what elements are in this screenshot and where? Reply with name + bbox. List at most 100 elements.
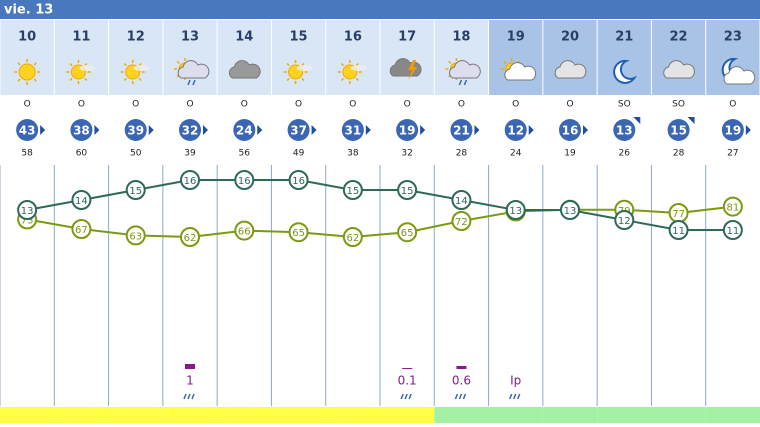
hour-header-bg <box>543 20 597 95</box>
wind-speed: 19 <box>725 124 742 138</box>
wind-speed: 15 <box>670 124 687 138</box>
wind-speed: 19 <box>399 124 416 138</box>
daylight-bar <box>217 407 272 423</box>
sun-ray <box>69 62 73 67</box>
wind-direction: O <box>78 100 85 110</box>
cloud-icon <box>177 60 210 79</box>
daylight-bar <box>597 407 652 423</box>
wind-speed: 12 <box>507 124 524 138</box>
rain-drops <box>187 79 196 86</box>
daylight-bar <box>0 407 55 423</box>
hour-label: 14 <box>235 30 253 45</box>
hour-header-bg <box>434 20 489 95</box>
humidity-label: 81 <box>726 203 739 214</box>
precip-drops <box>400 393 412 400</box>
temperature-point <box>234 170 255 190</box>
wind-gust: 19 <box>564 149 576 159</box>
daylight-bar <box>271 407 326 423</box>
temperature-label: 12 <box>618 216 631 227</box>
precip-value: 0.1 <box>398 374 417 388</box>
wind-circle <box>233 119 256 141</box>
sun-ray <box>355 77 359 82</box>
temperature-label: 14 <box>75 196 88 207</box>
header-bar <box>0 0 760 19</box>
hour-label: 19 <box>507 30 525 45</box>
temperature-point <box>614 210 635 230</box>
hour-header-bg <box>54 20 109 95</box>
sun-ray <box>340 62 345 67</box>
temperature-point <box>180 170 200 190</box>
sun-ray <box>17 78 21 82</box>
sun-ray <box>503 60 507 64</box>
hour-label: 20 <box>561 30 579 45</box>
wind-circle <box>16 119 39 141</box>
hour-header-bg <box>271 20 326 95</box>
wind-gust: 28 <box>456 149 468 159</box>
wind-direction: O <box>512 100 519 110</box>
wind-circle <box>504 119 527 141</box>
wind-arrow <box>528 125 534 135</box>
cloud-icon <box>449 60 481 79</box>
wind-gust: 27 <box>727 149 738 159</box>
wind-direction: SO <box>672 100 685 110</box>
temperature-point <box>288 170 309 190</box>
sun-ray <box>33 78 37 82</box>
temperature-point <box>125 180 146 200</box>
wind-circle <box>124 119 147 141</box>
hour-label: 23 <box>724 30 742 45</box>
hour-label: 17 <box>398 30 416 45</box>
wind-gust: 39 <box>184 149 196 159</box>
wind-speed: 24 <box>236 124 253 138</box>
wind-circle <box>341 119 364 141</box>
temperature-label: 11 <box>726 226 739 237</box>
temperature-point <box>722 220 743 240</box>
wind-gust: 50 <box>130 149 142 159</box>
wind-speed: 32 <box>182 124 199 138</box>
wind-speed: 16 <box>562 124 579 138</box>
temperature-label: 15 <box>346 186 359 197</box>
sun-ray <box>176 60 180 64</box>
wind-gust: 26 <box>619 149 631 159</box>
haze <box>133 65 150 71</box>
wind-direction: O <box>404 100 411 110</box>
wind-arrow <box>365 125 371 135</box>
wind-direction: O <box>349 100 356 110</box>
precip-drops <box>183 393 195 400</box>
wind-circle <box>70 119 93 141</box>
haze <box>350 65 367 71</box>
hour-label: 18 <box>452 30 470 45</box>
sun-ray <box>286 62 290 67</box>
sun-ray <box>286 77 290 82</box>
hour-header-bg <box>380 20 434 95</box>
sun-ray <box>448 60 452 64</box>
humidity-point <box>342 227 363 247</box>
haze <box>296 65 313 71</box>
hour-header-bg <box>163 20 217 95</box>
temperature-label: 13 <box>21 206 34 217</box>
wind-circle <box>613 119 636 141</box>
humidity-label: 72 <box>455 217 468 228</box>
temperature-point <box>560 200 580 220</box>
wind-circle <box>287 119 310 141</box>
wind-arrow <box>420 125 426 135</box>
wind-gust: 24 <box>510 149 522 159</box>
wind-arrow <box>633 117 641 124</box>
rain-drops <box>458 79 468 86</box>
humidity-label: 62 <box>184 233 197 244</box>
daylight-bar <box>651 407 706 423</box>
humidity-label: 63 <box>129 231 142 242</box>
daylight-bar <box>542 407 598 423</box>
cloud-icon <box>228 60 261 79</box>
wind-gust: 49 <box>293 149 305 159</box>
humidity-point <box>397 222 418 243</box>
precip-bar <box>185 364 195 369</box>
sun-ray <box>340 77 345 82</box>
wind-arrow <box>745 125 751 135</box>
temperature-label: 13 <box>564 206 577 217</box>
precip-value: 0.6 <box>452 374 471 388</box>
temperature-point <box>17 200 38 220</box>
hour-label: 12 <box>127 30 145 45</box>
wind-direction: O <box>295 100 302 110</box>
temperature-label: 14 <box>455 196 468 207</box>
